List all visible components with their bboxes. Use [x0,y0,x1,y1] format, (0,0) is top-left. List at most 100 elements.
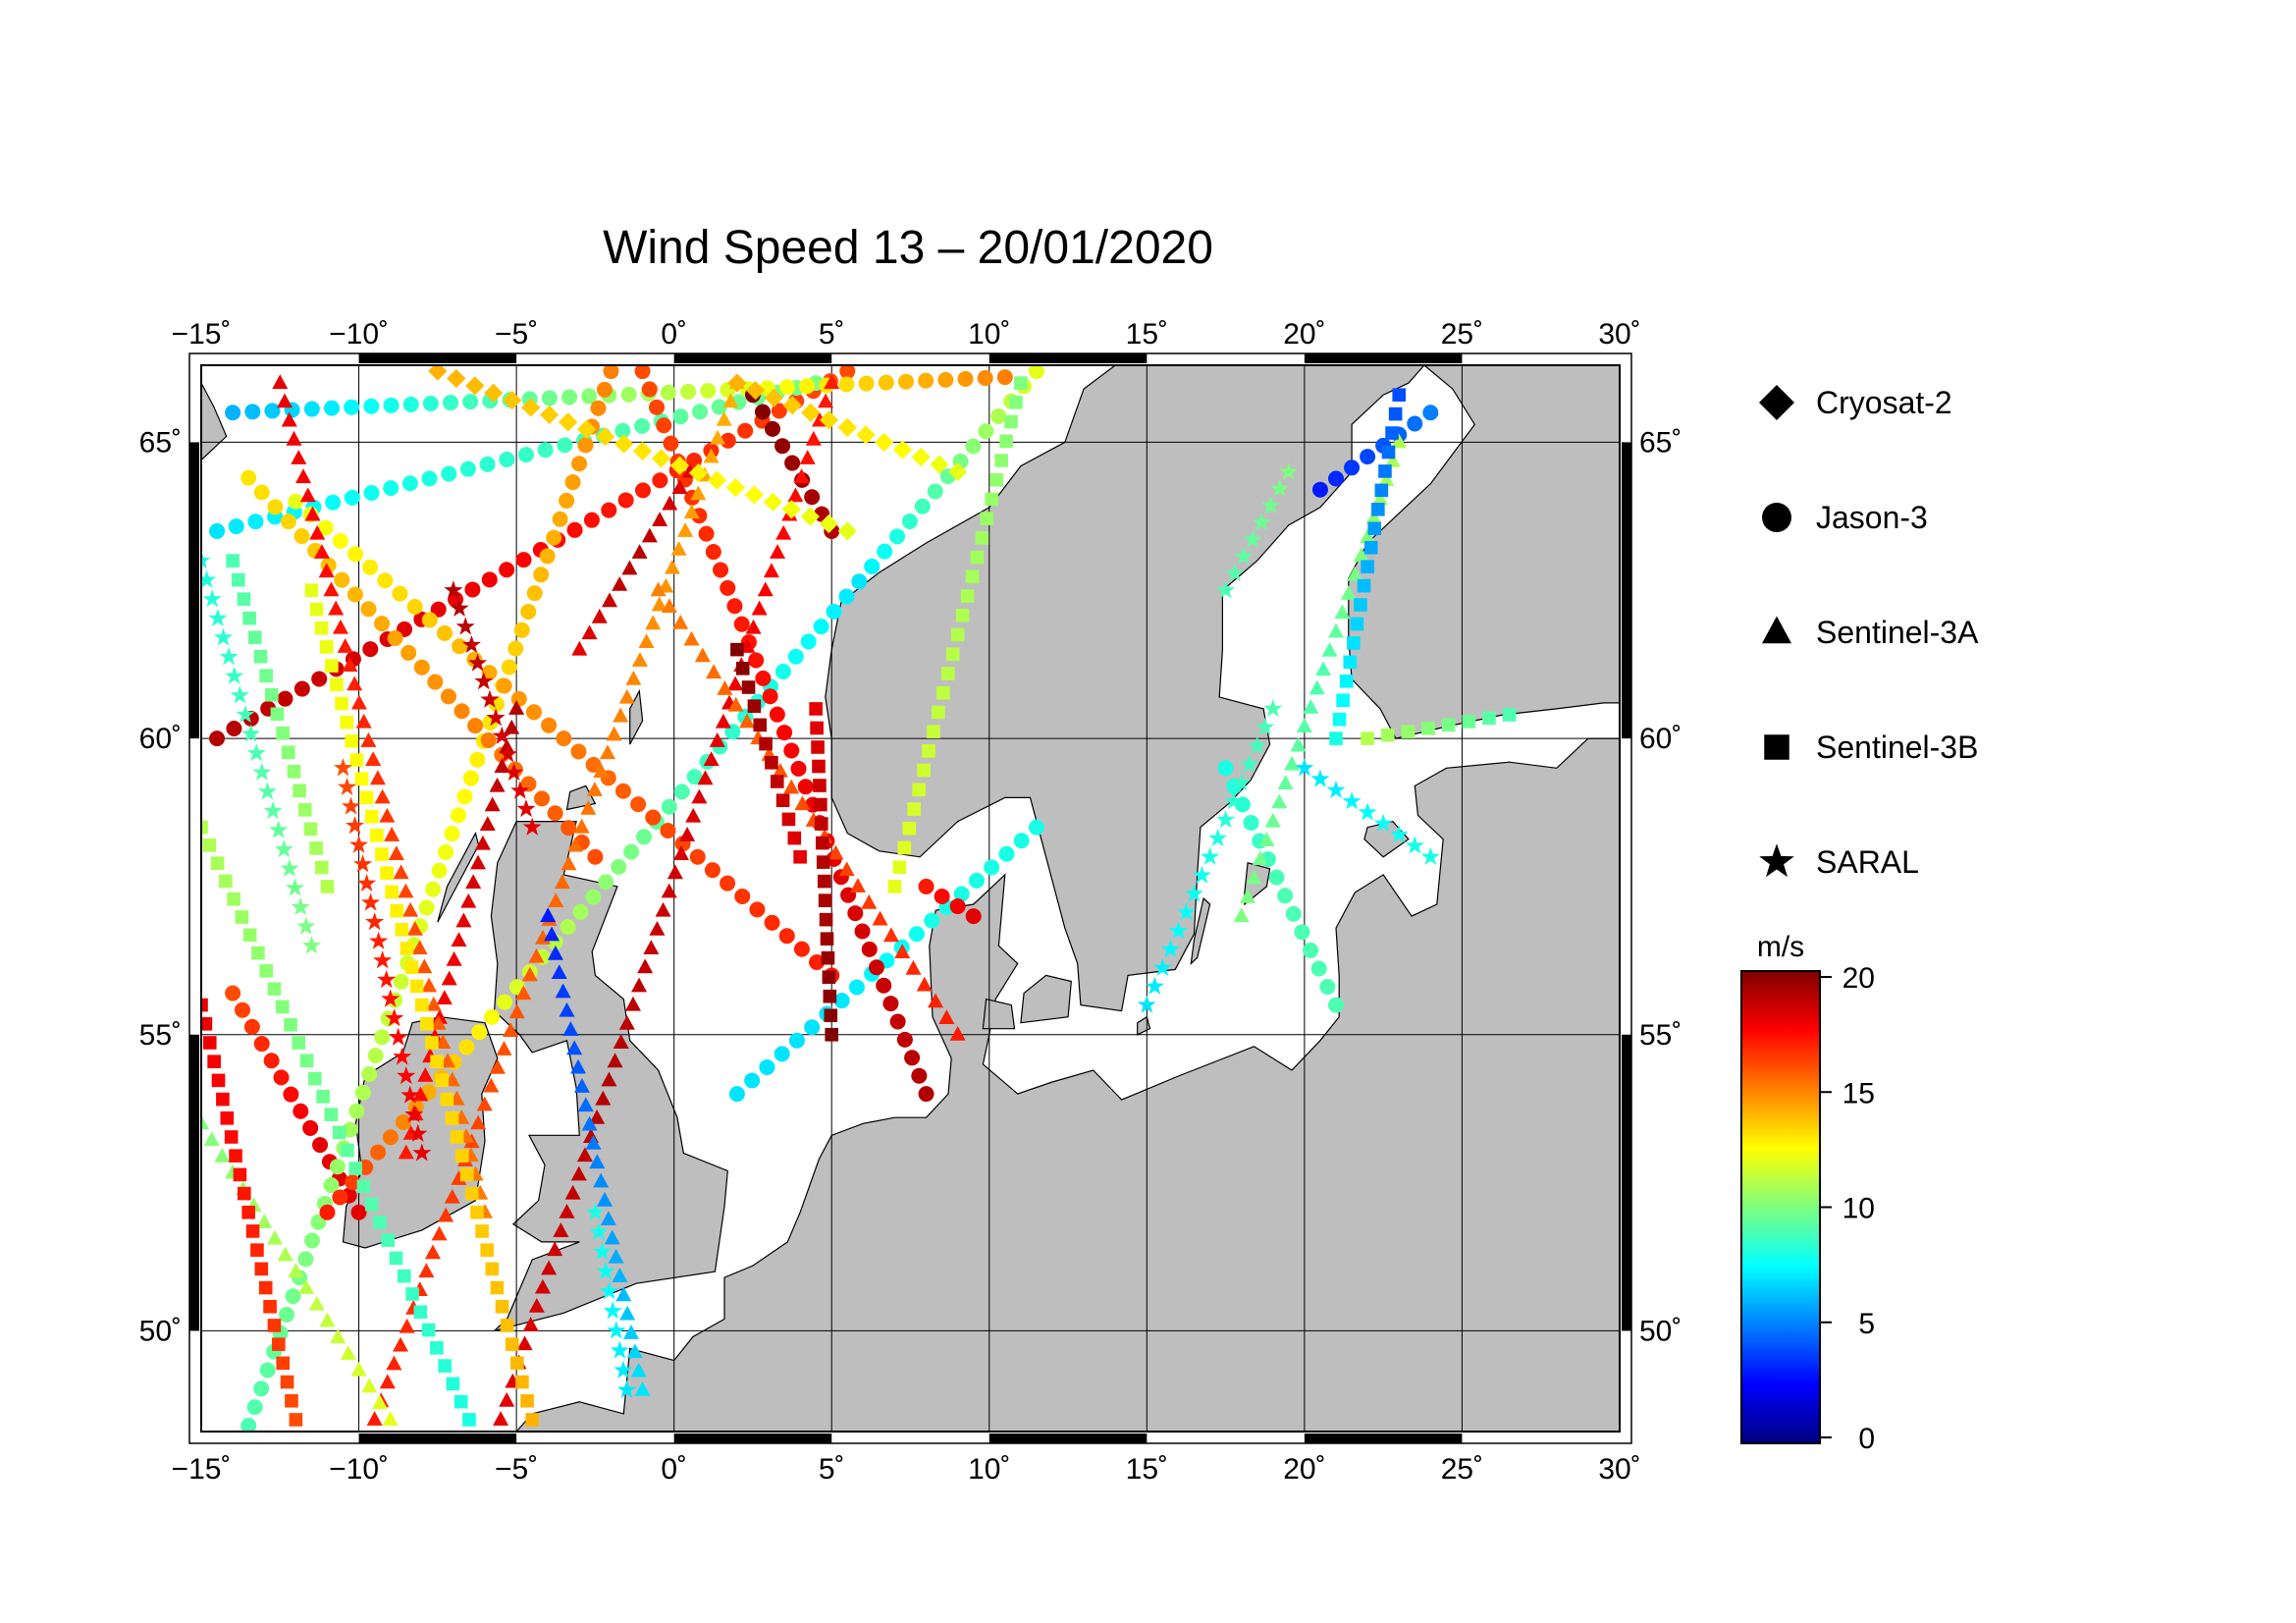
square-marker [917,763,931,778]
triangle-marker [631,652,648,667]
circle-marker [280,514,296,530]
square-marker [1361,731,1374,745]
circle-marker [323,400,340,416]
circle-marker [243,1018,260,1035]
circle-marker [704,862,721,879]
circle-marker [288,493,304,510]
diamond-marker [707,470,727,490]
circle-marker [984,859,1000,876]
triangle-marker [281,411,297,427]
square-marker [515,1375,529,1389]
circle-marker [581,388,598,405]
triangle-marker [612,575,628,591]
square-marker [370,829,384,842]
circle-marker [601,502,617,518]
triangle-marker [508,1003,525,1019]
triangle-marker [399,1318,415,1333]
triangle-marker [566,1040,583,1055]
square-marker [1462,715,1476,729]
star-marker [1243,529,1262,548]
square-marker [1363,540,1378,555]
triangle-marker [544,926,561,942]
square-marker [446,1377,460,1391]
diamond-marker [484,383,504,403]
triangle-marker [573,818,590,834]
circle-marker [661,798,677,815]
circle-marker [501,659,517,676]
triangle-marker [697,770,714,785]
circle-marker [464,581,481,598]
star-marker [214,627,233,646]
circle-marker [1344,460,1361,476]
triangle-marker [382,1411,399,1426]
square-marker [201,998,208,1012]
triangle-marker [631,977,648,993]
circle-marker [877,543,893,560]
triangle-marker [601,1071,617,1087]
circle-marker [783,742,800,759]
legend-item-sentinel-3b: Sentinel-3B [1764,730,1978,765]
star-marker [1255,717,1275,735]
triangle-marker [266,1229,283,1245]
square-marker [495,1299,509,1314]
square-marker [1350,617,1364,631]
square-marker [227,892,240,906]
square-marker [775,793,790,807]
circle-marker [552,511,568,527]
map-frame [188,352,1632,1444]
star-marker [492,726,511,744]
longitude-tick-label: 5˚ [819,1453,845,1486]
circle-marker [587,848,604,865]
triangle-marker [679,827,696,841]
triangle-marker [576,1147,593,1163]
star-marker [1152,957,1172,976]
circle-marker [904,1050,921,1066]
triangle-marker [745,619,762,634]
square-marker [490,1280,505,1295]
triangle-marker [392,1336,408,1352]
triangle-marker [775,524,792,540]
circle-marker [438,843,454,860]
square-marker [210,856,225,870]
circle-marker [294,680,310,697]
square-marker [1441,718,1456,732]
circle-marker [692,404,709,420]
triangle-marker [651,596,667,612]
square-marker [242,611,256,625]
square-marker [440,1092,454,1107]
diamond-marker [911,447,931,467]
square-marker [1329,731,1343,745]
square-marker [810,721,824,735]
square-marker [747,699,762,713]
square-marker [231,572,245,587]
circle-marker [362,641,379,658]
diamond-marker [782,396,802,415]
square-marker [289,1413,303,1427]
star-marker [334,758,352,777]
circle-marker [541,717,558,733]
triangle-marker [350,694,367,710]
circle-marker [686,769,703,785]
star-marker [1342,791,1362,810]
square-marker [1381,445,1396,460]
square-marker [414,998,429,1012]
longitude-tick-label: 5˚ [819,318,845,351]
triangle-marker [547,945,563,960]
square-marker [902,821,917,836]
triangle-marker [1391,433,1408,449]
square-icon [1764,734,1789,760]
circle-marker [564,474,581,491]
triangle-marker [643,940,660,955]
square-marker [359,790,374,805]
circle-marker [537,442,554,459]
square-marker [292,1036,306,1050]
square-marker [211,1073,226,1088]
legend-item-sentinel-3a: Sentinel-3A [1762,615,1979,650]
triangle-marker [559,1001,575,1017]
triangle-marker [1384,452,1401,467]
square-marker [450,1130,464,1144]
triangle-marker [625,670,642,685]
latitude-tick-label: 60˚ [139,723,182,755]
star-marker [236,705,255,724]
square-marker [821,950,835,965]
